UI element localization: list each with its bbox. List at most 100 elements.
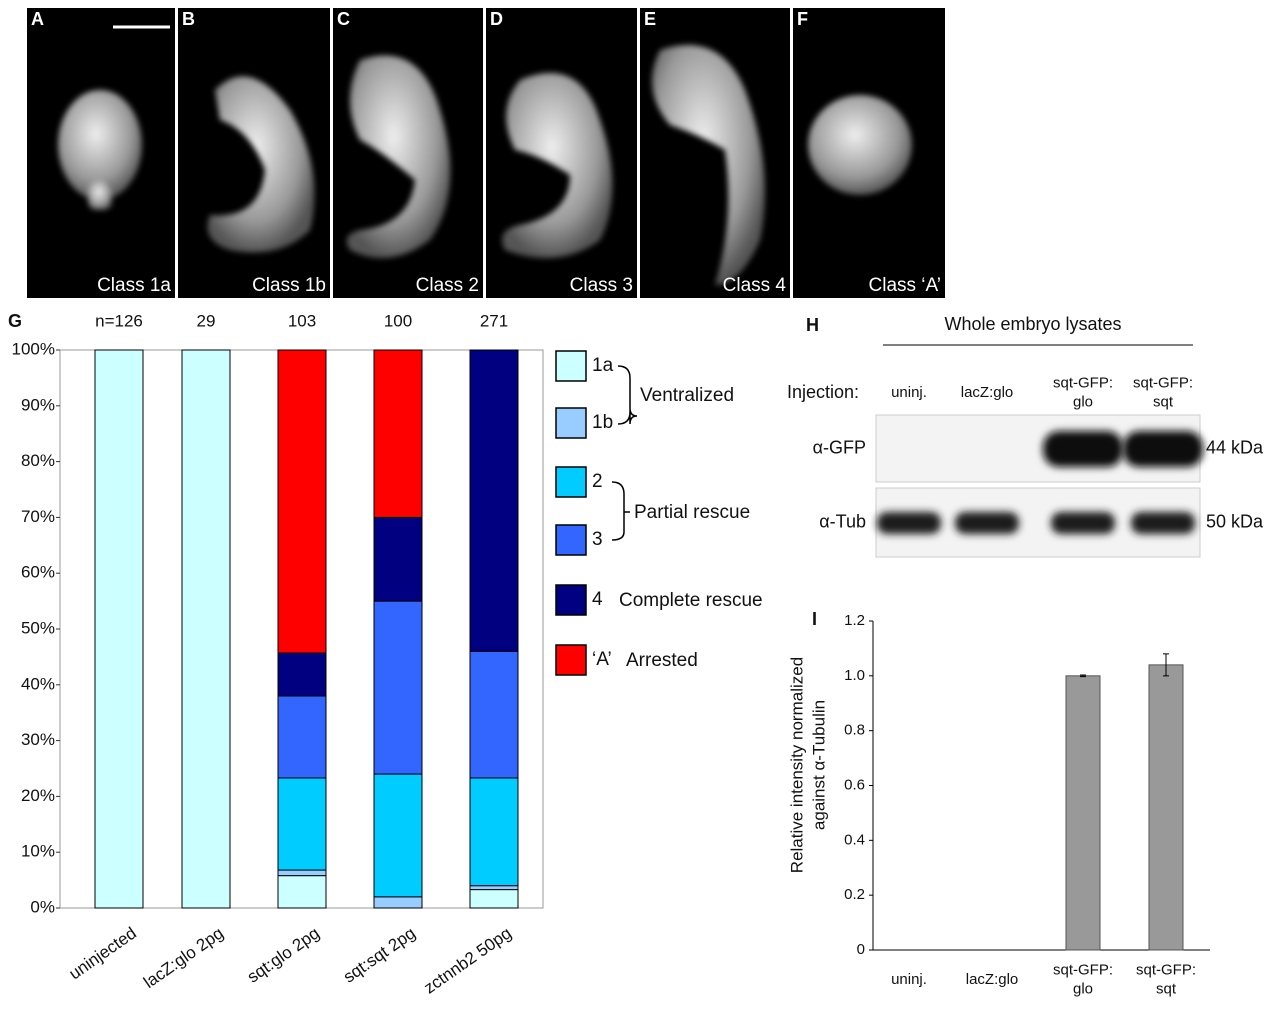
legend-swatch xyxy=(555,644,587,676)
bar-segment xyxy=(469,885,519,891)
y-tick-label: 0.8 xyxy=(844,722,865,739)
panel-letter: G xyxy=(8,311,22,331)
bar xyxy=(1148,664,1184,951)
panel-caption: Class ‘A’ xyxy=(869,275,942,296)
bar-segment xyxy=(277,875,327,909)
injection-label: Injection: xyxy=(787,382,859,402)
legend-group-label: Partial rescue xyxy=(634,502,750,523)
bar-segment xyxy=(469,777,519,887)
n-label: 103 xyxy=(288,311,316,330)
x-tick-label: uninjected xyxy=(65,923,139,983)
x-tick-label: lacZ:glo 2pg xyxy=(140,923,227,992)
y-tick-label: 10% xyxy=(21,842,55,861)
blot-band xyxy=(1043,431,1123,467)
bar-segment xyxy=(469,650,519,779)
y-axis-label: against α-Tubulin xyxy=(809,700,828,830)
blot-band xyxy=(1123,431,1203,467)
panel-letter: H xyxy=(806,315,819,335)
y-tick-label: 0.6 xyxy=(844,776,865,793)
y-tick-label: 90% xyxy=(21,395,55,414)
error-bar xyxy=(1080,674,1086,678)
bar-segment xyxy=(277,349,327,654)
y-tick-label: 1.2 xyxy=(844,612,865,629)
y-tick-label: 30% xyxy=(21,730,55,749)
size-label: 50 kDa xyxy=(1206,511,1264,531)
y-tick-label: 80% xyxy=(21,451,55,470)
bar-segment xyxy=(469,349,519,652)
error-bar xyxy=(1163,653,1169,677)
x-tick-label: sqt:sqt 2pg xyxy=(340,923,419,986)
blot-band xyxy=(955,512,1019,534)
bar xyxy=(1065,675,1101,951)
legend-swatch xyxy=(555,524,587,556)
bar-segment xyxy=(373,600,423,775)
bracket xyxy=(617,365,638,425)
blot-band xyxy=(1131,512,1195,534)
bar-segment xyxy=(277,869,327,877)
lane-label: sqt-GFP: xyxy=(1053,374,1113,391)
panel-letter: B xyxy=(182,9,195,29)
panel-letter: I xyxy=(812,609,817,629)
size-label: 44 kDa xyxy=(1206,437,1264,457)
panel-letter: C xyxy=(337,9,350,29)
lane-label: sqt-GFP: xyxy=(1133,374,1193,391)
y-tick-label: 1.0 xyxy=(844,667,865,684)
lane-label: glo xyxy=(1073,393,1093,410)
legend-label: 1b xyxy=(592,412,613,433)
legend-label: 3 xyxy=(592,529,603,550)
y-tick-label: 50% xyxy=(21,618,55,637)
embryo-shapes xyxy=(58,45,912,285)
lane-label: uninj. xyxy=(891,384,927,401)
legend-group-label: Ventralized xyxy=(640,385,734,406)
y-axis-label: Relative intensity normalized xyxy=(787,657,806,873)
legend-swatch xyxy=(555,407,587,439)
bar-segment xyxy=(373,773,423,898)
blot-title: Whole embryo lysates xyxy=(944,314,1121,334)
antibody-label: α-Tub xyxy=(819,511,866,531)
bar-segment xyxy=(277,652,327,697)
y-tick-label: 100% xyxy=(12,339,55,358)
legend-swatch xyxy=(555,350,587,382)
bar-segment xyxy=(373,349,423,518)
x-tick-label: lacZ:glo xyxy=(966,971,1019,988)
x-tick-label: sqt-GFP: xyxy=(1053,961,1113,978)
panel-letter: F xyxy=(797,9,808,29)
y-tick-label: 20% xyxy=(21,786,55,805)
panel-letter: D xyxy=(490,9,503,29)
panel-letter: A xyxy=(31,9,44,29)
panel-letter: E xyxy=(644,9,656,29)
legend-swatch xyxy=(555,584,587,616)
x-tick-label: glo xyxy=(1073,980,1093,997)
y-tick-label: 0 xyxy=(857,941,865,958)
x-tick-label: zctnnb2 50pg xyxy=(420,923,515,997)
y-tick-label: 0% xyxy=(30,897,55,916)
antibody-label: α-GFP xyxy=(813,437,866,457)
panel-caption: Class 1a xyxy=(97,275,171,296)
bar-segment xyxy=(277,777,327,871)
bar-segment xyxy=(181,349,231,909)
y-tick-label: 40% xyxy=(21,674,55,693)
bar-segment xyxy=(373,896,423,909)
panel-caption: Class 2 xyxy=(416,275,479,296)
n-label: 100 xyxy=(384,311,412,330)
y-tick-label: 0.2 xyxy=(844,886,865,903)
bar-segment xyxy=(469,889,519,909)
legend-group-label: Arrested xyxy=(626,650,698,671)
legend-swatch xyxy=(555,466,587,498)
n-label: n=126 xyxy=(95,311,143,330)
n-label: 271 xyxy=(480,311,508,330)
panel-caption: Class 3 xyxy=(570,275,633,296)
blot-band xyxy=(877,512,941,534)
legend-label: 1a xyxy=(592,355,614,376)
legend-group-label: Complete rescue xyxy=(619,590,763,611)
embryo-images xyxy=(27,8,945,298)
bar-segment xyxy=(373,516,423,602)
blot-band xyxy=(1051,512,1115,534)
legend-label: 2 xyxy=(592,471,603,492)
x-tick-label: sqt-GFP: xyxy=(1136,961,1196,978)
x-tick-label: uninj. xyxy=(891,971,927,988)
bracket xyxy=(611,481,630,541)
y-tick-label: 0.4 xyxy=(844,831,865,848)
bar-segment xyxy=(94,349,144,909)
